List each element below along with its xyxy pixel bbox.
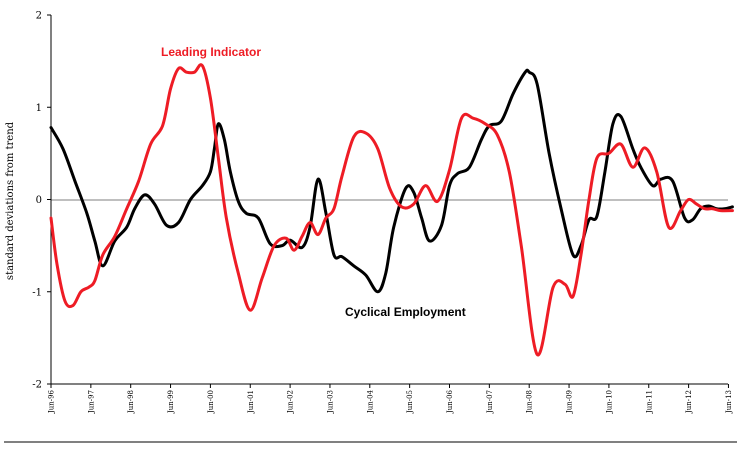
y-axis-title: standard deviations from trend	[5, 121, 16, 280]
cyclical-employment-label: Cyclical Employment	[345, 305, 466, 319]
x-tick-label: Jun-06	[446, 389, 454, 414]
x-tick-label: Jun-99	[167, 390, 175, 414]
x-ticks: Jun-96 Jun-97 Jun-98 Jun-99 Jun-00 Jun-01 Jun-…	[48, 384, 733, 414]
series-layer	[49, 63, 734, 357]
x-tick-label: Jun-09	[566, 390, 574, 414]
y-ticks: -2 -1 0 1 2	[32, 11, 51, 391]
x-tick-label: Jun-01	[247, 390, 255, 414]
series-line-leading-indicator	[49, 63, 734, 357]
y-tick-label: 0	[36, 195, 42, 206]
x-tick-label: Jun-05	[406, 390, 414, 414]
y-tick-label: -1	[32, 287, 42, 298]
x-tick-label: Jun-08	[526, 390, 534, 414]
y-tick-label: -2	[32, 380, 42, 391]
x-tick-label: Jun-02	[287, 390, 295, 414]
x-tick-label: Jun-04	[366, 389, 374, 414]
leading-indicator-label: Leading Indicator	[161, 45, 261, 59]
y-tick-label: 1	[36, 103, 42, 114]
x-tick-label: Jun-11	[645, 390, 653, 414]
x-tick-label: Jun-10	[605, 390, 613, 414]
x-tick-label: Jun-97	[87, 390, 95, 414]
x-tick-label: Jun-07	[486, 390, 494, 414]
x-tick-label: Jun-03	[326, 390, 334, 414]
series-line-cyclical-employment	[49, 68, 734, 294]
x-tick-label: Jun-96	[48, 389, 56, 414]
x-tick-label: Jun-98	[127, 390, 135, 414]
y-tick-label: 2	[36, 11, 42, 22]
x-tick-label: Jun-00	[207, 390, 215, 414]
x-tick-label: Jun-13	[725, 390, 733, 414]
x-tick-label: Jun-12	[685, 390, 693, 414]
